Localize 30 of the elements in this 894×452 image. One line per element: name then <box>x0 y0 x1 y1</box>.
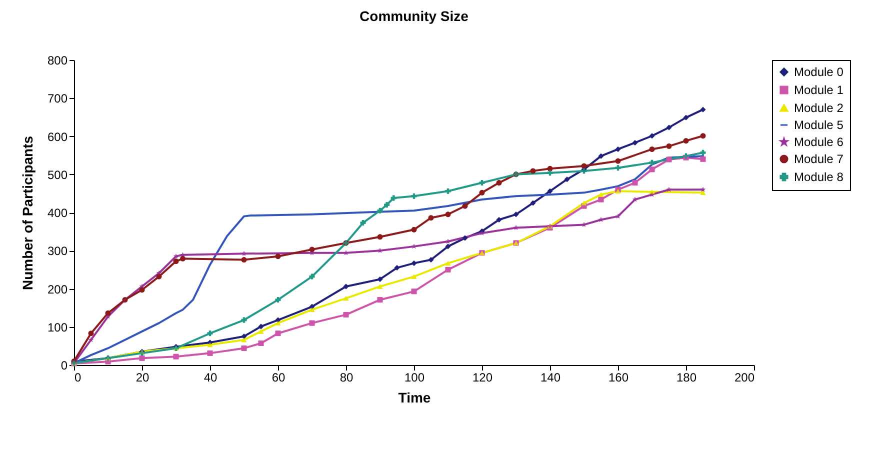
y-tick-label: 700 <box>47 92 68 106</box>
legend-label: Module 5 <box>794 118 844 132</box>
legend-label: Module 6 <box>794 135 844 149</box>
x-tick-label: 160 <box>608 370 629 384</box>
y-tick-label: 200 <box>47 282 68 296</box>
x-tick-label: 40 <box>204 370 218 384</box>
x-tick-label: 200 <box>734 370 755 384</box>
legend-label: Module 0 <box>794 65 844 79</box>
x-tick-label: 180 <box>676 370 697 384</box>
y-tick-label: 300 <box>47 244 68 258</box>
y-tick-label: 600 <box>47 130 68 144</box>
x-tick-label: 20 <box>136 370 150 384</box>
legend-label: Module 1 <box>794 83 844 97</box>
x-tick-label: 80 <box>340 370 354 384</box>
y-axis-title: Number of Participants <box>19 136 36 290</box>
x-tick-label: 60 <box>272 370 286 384</box>
y-tick-label: 0 <box>60 358 68 372</box>
legend-label: Module 7 <box>794 152 844 166</box>
y-tick-label: 400 <box>47 206 68 220</box>
chart-title: Community Size <box>360 8 469 24</box>
x-tick-label: 0 <box>74 370 82 384</box>
x-tick-label: 140 <box>540 370 561 384</box>
y-tick-label: 500 <box>47 168 68 182</box>
legend-label: Module 8 <box>794 170 844 184</box>
y-tick-label: 800 <box>47 54 68 68</box>
x-tick-label: 120 <box>472 370 493 384</box>
legend-label: Module 2 <box>794 101 844 115</box>
y-tick-label: 100 <box>47 320 68 334</box>
x-tick-label: 100 <box>404 370 425 384</box>
x-axis-title: Time <box>398 390 431 406</box>
